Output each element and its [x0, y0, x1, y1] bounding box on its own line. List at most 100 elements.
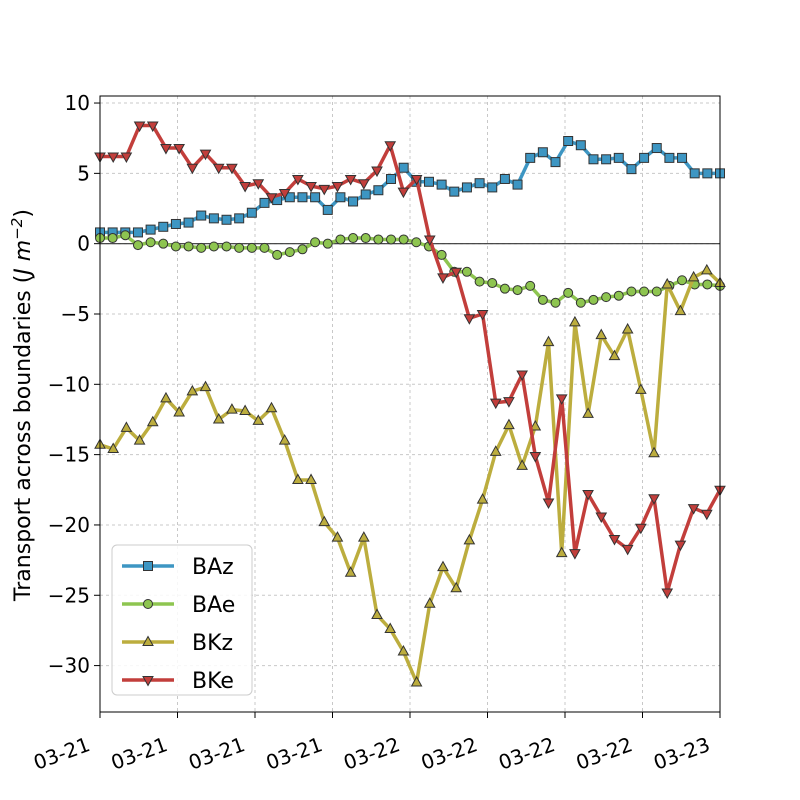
- data-point-baz: [474, 178, 485, 189]
- data-point-bkz: [252, 414, 265, 425]
- y-axis-title: Transport across boundaries (J m−2): [8, 209, 36, 602]
- data-point-baz: [487, 182, 498, 193]
- data-point-bke: [357, 179, 370, 190]
- data-point-bkz: [278, 434, 291, 445]
- data-point-bke: [384, 141, 397, 152]
- legend-item-baz: BAz: [122, 555, 234, 580]
- legend-box: [111, 544, 253, 696]
- legend-label-bkz: BKz: [192, 631, 233, 656]
- data-point-bkz: [305, 473, 317, 484]
- data-point-baz: [689, 168, 700, 179]
- data-point-bae: [234, 242, 245, 253]
- data-point-baz: [677, 152, 688, 163]
- data-point-bkz: [542, 335, 555, 347]
- data-point-bae: [272, 249, 283, 260]
- data-point-bae: [335, 234, 346, 245]
- y-axis-title-prefix: Transport across boundaries (: [11, 275, 36, 602]
- data-point-bkz: [608, 349, 621, 361]
- x-tick-label: 03-22: [573, 732, 636, 774]
- data-point-bae: [474, 276, 485, 287]
- data-point-bkz: [265, 401, 278, 413]
- data-point-bke: [397, 187, 410, 199]
- data-point-bke: [489, 398, 502, 410]
- data-point-bke: [252, 179, 265, 190]
- data-point-bae: [386, 234, 397, 245]
- data-point-bke: [265, 193, 278, 204]
- y-tick-label: −20: [48, 513, 90, 537]
- y-tick-label: −5: [61, 302, 90, 326]
- data-point-bkz: [687, 270, 700, 282]
- legend-marker-bae: [143, 599, 153, 609]
- data-point-bae: [550, 297, 561, 308]
- data-point-bke: [635, 523, 647, 535]
- data-point-bae: [360, 233, 371, 244]
- data-point-bke: [278, 189, 291, 200]
- legend-marker-baz: [143, 561, 153, 571]
- data-point-bke: [529, 452, 542, 463]
- data-point-bkz: [133, 434, 146, 445]
- data-point-baz: [613, 152, 624, 163]
- data-point-baz: [423, 176, 434, 187]
- legend: BAz BAe BKz BKe: [111, 544, 253, 696]
- legend-label-bae: BAe: [192, 593, 235, 618]
- x-tick-label: 03-22: [340, 732, 403, 774]
- y-tick-label: −15: [48, 443, 90, 467]
- data-point-bae: [563, 287, 574, 298]
- data-point-bae: [132, 240, 143, 251]
- data-point-bke: [423, 235, 436, 246]
- data-point-bke: [674, 540, 687, 552]
- data-point-bkz: [344, 566, 357, 577]
- data-point-bae: [183, 241, 194, 252]
- data-point-bae: [348, 233, 359, 244]
- data-point-bae: [601, 292, 612, 303]
- data-point-bae: [512, 285, 523, 296]
- data-point-baz: [702, 168, 713, 179]
- data-point-bkz: [503, 418, 515, 430]
- data-point-bae: [626, 286, 637, 297]
- data-point-bke: [476, 309, 489, 321]
- data-point-bkz: [569, 315, 581, 327]
- data-point-bae: [284, 247, 295, 258]
- data-point-bke: [133, 121, 146, 133]
- data-point-bke: [608, 535, 621, 546]
- data-point-bkz: [160, 391, 172, 403]
- data-point-bae: [297, 244, 308, 255]
- data-point-bae: [259, 242, 270, 253]
- y-tick-label: −25: [48, 583, 90, 607]
- series-bkz: [94, 263, 726, 687]
- data-point-baz: [373, 185, 384, 196]
- data-point-baz: [601, 154, 612, 165]
- data-point-bae: [170, 241, 181, 252]
- data-point-bkz: [107, 442, 120, 454]
- data-point-bkz: [463, 533, 476, 545]
- data-point-bkz: [476, 493, 489, 504]
- data-point-bke: [371, 166, 383, 178]
- data-point-baz: [158, 221, 169, 232]
- x-tick-label: 03-22: [495, 732, 558, 774]
- data-point-bae: [158, 238, 169, 249]
- data-point-bae: [373, 234, 384, 245]
- data-point-baz: [360, 189, 371, 200]
- legend-label-baz: BAz: [192, 555, 234, 580]
- data-point-bae: [487, 278, 498, 289]
- data-point-bke: [450, 267, 463, 279]
- data-point-bae: [411, 237, 422, 248]
- data-point-baz: [651, 143, 662, 154]
- data-point-bae: [461, 266, 472, 277]
- data-point-bke: [503, 397, 515, 408]
- data-point-bke: [516, 370, 528, 381]
- data-point-bke: [569, 549, 581, 560]
- y-tick-label: 10: [65, 91, 90, 115]
- data-point-baz: [639, 152, 650, 163]
- x-tick-label: 03-21: [30, 732, 93, 774]
- legend-item-bae: BAe: [122, 593, 235, 618]
- data-point-baz: [575, 140, 586, 151]
- data-point-bkz: [146, 415, 159, 427]
- series-layer: [94, 121, 726, 687]
- data-point-bke: [305, 182, 317, 193]
- data-point-bke: [186, 163, 199, 175]
- data-point-bae: [651, 286, 662, 297]
- data-point-bkz: [635, 383, 647, 394]
- data-point-bkz: [357, 531, 370, 542]
